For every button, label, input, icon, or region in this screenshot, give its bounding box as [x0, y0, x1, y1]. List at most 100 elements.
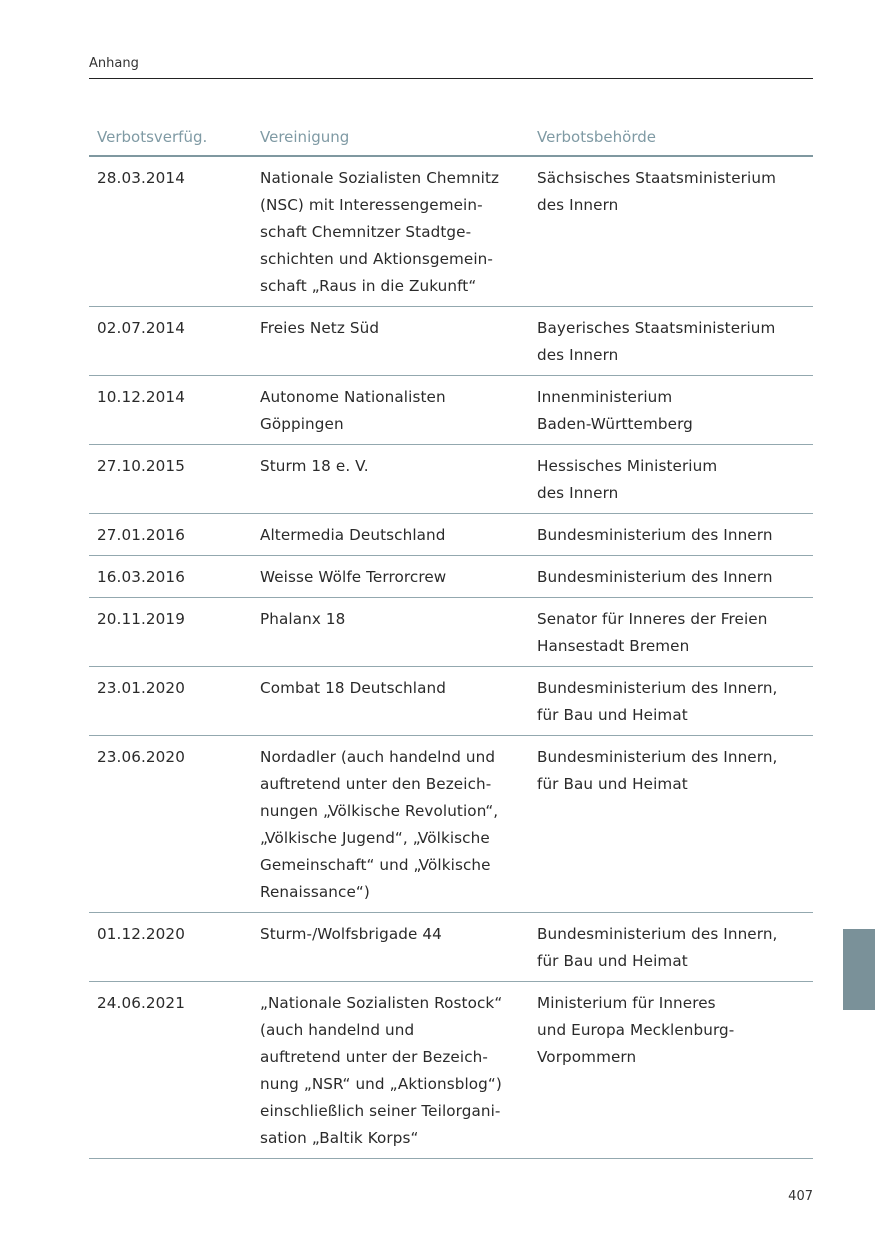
chapter-tab-marker: [843, 929, 875, 1010]
cell-line: des Innern: [537, 346, 619, 364]
cell-association: Nordadler (auch handelnd und auftretend u…: [260, 744, 537, 906]
cell-association: Autonome Nationalisten Göppingen: [260, 384, 537, 438]
cell-line: Hansestadt Bremen: [537, 637, 690, 655]
cell-line: Sächsisches Staatsministerium: [537, 169, 776, 187]
cell-association: Combat 18 Deutschland: [260, 675, 537, 729]
cell-authority: Bayerisches Staatsministerium des Innern: [537, 315, 813, 369]
cell-line: Innenministerium: [537, 388, 673, 406]
cell-line: nung „NSR“ und „Aktionsblog“): [260, 1075, 502, 1093]
table-row: 10.12.2014 Autonome Nationalisten Göppinge…: [89, 376, 813, 445]
cell-authority: Bundesministerium des Innern: [537, 522, 813, 549]
cell-line: nungen „Völkische Revolution“,: [260, 802, 499, 820]
table-row: 01.12.2020 Sturm-/Wolfsbrigade 44 Bundesmi…: [89, 913, 813, 982]
cell-line: Göppingen: [260, 415, 344, 433]
cell-date: 10.12.2014: [89, 384, 260, 438]
cell-line: Autonome Nationalisten: [260, 388, 446, 406]
cell-line: Sturm 18 e. V.: [260, 457, 369, 475]
cell-association: „Nationale Sozialisten Rostock“ (auch han…: [260, 990, 537, 1152]
table-body: 28.03.2014 Nationale Sozialisten Chemnitz…: [89, 157, 813, 1159]
cell-authority: Bundesministerium des Innern: [537, 564, 813, 591]
cell-line: des Innern: [537, 484, 619, 502]
cell-date: 23.01.2020: [89, 675, 260, 729]
cell-authority: Bundesministerium des Innern, für Bau und…: [537, 675, 813, 729]
cell-authority: Ministerium für Inneres und Europa Meckle…: [537, 990, 813, 1152]
table-row: 20.11.2019 Phalanx 18 Senator für Inneres …: [89, 598, 813, 667]
cell-line: für Bau und Heimat: [537, 775, 688, 793]
cell-date: 02.07.2014: [89, 315, 260, 369]
cell-date: 24.06.2021: [89, 990, 260, 1152]
header-rule: [89, 78, 813, 79]
cell-line: Senator für Inneres der Freien: [537, 610, 768, 628]
cell-line: des Innern: [537, 196, 619, 214]
cell-line: Bundesministerium des Innern,: [537, 748, 778, 766]
cell-line: Bundesministerium des Innern,: [537, 679, 778, 697]
cell-line: schaft „Raus in die Zukunft“: [260, 277, 477, 295]
table-row: 28.03.2014 Nationale Sozialisten Chemnitz…: [89, 157, 813, 307]
cell-line: 23.06.2020: [97, 748, 185, 766]
cell-line: Hessisches Ministerium: [537, 457, 718, 475]
ban-table: Verbotsverfüg. Vereinigung Verbotsbehörd…: [89, 124, 813, 1159]
cell-line: „Nationale Sozialisten Rostock“: [260, 994, 503, 1012]
cell-line: Sturm-/Wolfsbrigade 44: [260, 925, 442, 943]
cell-line: Renaissance“): [260, 883, 370, 901]
cell-date: 01.12.2020: [89, 921, 260, 975]
cell-line: 23.01.2020: [97, 679, 185, 697]
cell-association: Phalanx 18: [260, 606, 537, 660]
cell-line: auftretend unter der Bezeich-: [260, 1048, 488, 1066]
cell-line: 01.12.2020: [97, 925, 185, 943]
cell-line: 28.03.2014: [97, 169, 185, 187]
cell-line: Freies Netz Süd: [260, 319, 380, 337]
cell-authority: Senator für Inneres der Freien Hansestadt…: [537, 606, 813, 660]
cell-line: Bundesministerium des Innern,: [537, 925, 778, 943]
table-row: 27.01.2016 Altermedia Deutschland Bundesmi…: [89, 514, 813, 556]
cell-line: Altermedia Deutschland: [260, 526, 446, 544]
cell-line: einschließlich seiner Teilorgani-: [260, 1102, 501, 1120]
header-association: Vereinigung: [260, 128, 350, 146]
cell-association: Freies Netz Süd: [260, 315, 537, 369]
cell-authority: Innenministerium Baden-Württemberg: [537, 384, 813, 438]
cell-line: 02.07.2014: [97, 319, 185, 337]
cell-line: Weisse Wölfe Terrorcrew: [260, 568, 447, 586]
header-authority: Verbotsbehörde: [537, 128, 656, 146]
cell-line: „Völkische Jugend“, „Völkische: [260, 829, 490, 847]
cell-line: Gemeinschaft“ und „Völkische: [260, 856, 491, 874]
cell-date: 16.03.2016: [89, 564, 260, 591]
cell-line: 27.10.2015: [97, 457, 185, 475]
cell-authority: Hessisches Ministerium des Innern: [537, 453, 813, 507]
cell-association: Sturm-/Wolfsbrigade 44: [260, 921, 537, 975]
cell-date: 28.03.2014: [89, 165, 260, 300]
cell-date: 23.06.2020: [89, 744, 260, 906]
cell-line: Bayerisches Staatsministerium: [537, 319, 776, 337]
cell-line: Baden-Württemberg: [537, 415, 693, 433]
cell-line: sation „Baltik Korps“: [260, 1129, 419, 1147]
cell-line: schichten und Aktionsgemein-: [260, 250, 493, 268]
cell-line: Combat 18 Deutschland: [260, 679, 446, 697]
cell-line: 27.01.2016: [97, 526, 185, 544]
cell-line: für Bau und Heimat: [537, 706, 688, 724]
cell-authority: Bundesministerium des Innern, für Bau und…: [537, 921, 813, 975]
cell-line: schaft Chemnitzer Stadtge-: [260, 223, 472, 241]
header-date: Verbotsverfüg.: [97, 128, 208, 146]
cell-line: auftretend unter den Bezeich-: [260, 775, 492, 793]
cell-line: und Europa Mecklenburg-: [537, 1021, 735, 1039]
cell-authority: Bundesministerium des Innern, für Bau und…: [537, 744, 813, 906]
cell-line: 16.03.2016: [97, 568, 185, 586]
cell-line: Bundesministerium des Innern: [537, 526, 773, 544]
cell-line: 20.11.2019: [97, 610, 185, 628]
cell-line: Nordadler (auch handelnd und: [260, 748, 496, 766]
table-row: 27.10.2015 Sturm 18 e. V. Hessisches Minis…: [89, 445, 813, 514]
page-number: 407: [788, 1189, 813, 1204]
cell-line: Bundesministerium des Innern: [537, 568, 773, 586]
table-row: 24.06.2021 „Nationale Sozialisten Rostock…: [89, 982, 813, 1159]
cell-line: Vorpommern: [537, 1048, 637, 1066]
table-row: 23.01.2020 Combat 18 Deutschland Bundesmin…: [89, 667, 813, 736]
cell-line: Nationale Sozialisten Chemnitz: [260, 169, 500, 187]
cell-association: Weisse Wölfe Terrorcrew: [260, 564, 537, 591]
cell-authority: Sächsisches Staatsministerium des Innern: [537, 165, 813, 300]
cell-association: Nationale Sozialisten Chemnitz (NSC) mit …: [260, 165, 537, 300]
table-row: 16.03.2016 Weisse Wölfe Terrorcrew Bundesm…: [89, 556, 813, 598]
cell-line: 10.12.2014: [97, 388, 185, 406]
table-row: 02.07.2014 Freies Netz Süd Bayerisches Sta…: [89, 307, 813, 376]
cell-line: für Bau und Heimat: [537, 952, 688, 970]
cell-date: 20.11.2019: [89, 606, 260, 660]
